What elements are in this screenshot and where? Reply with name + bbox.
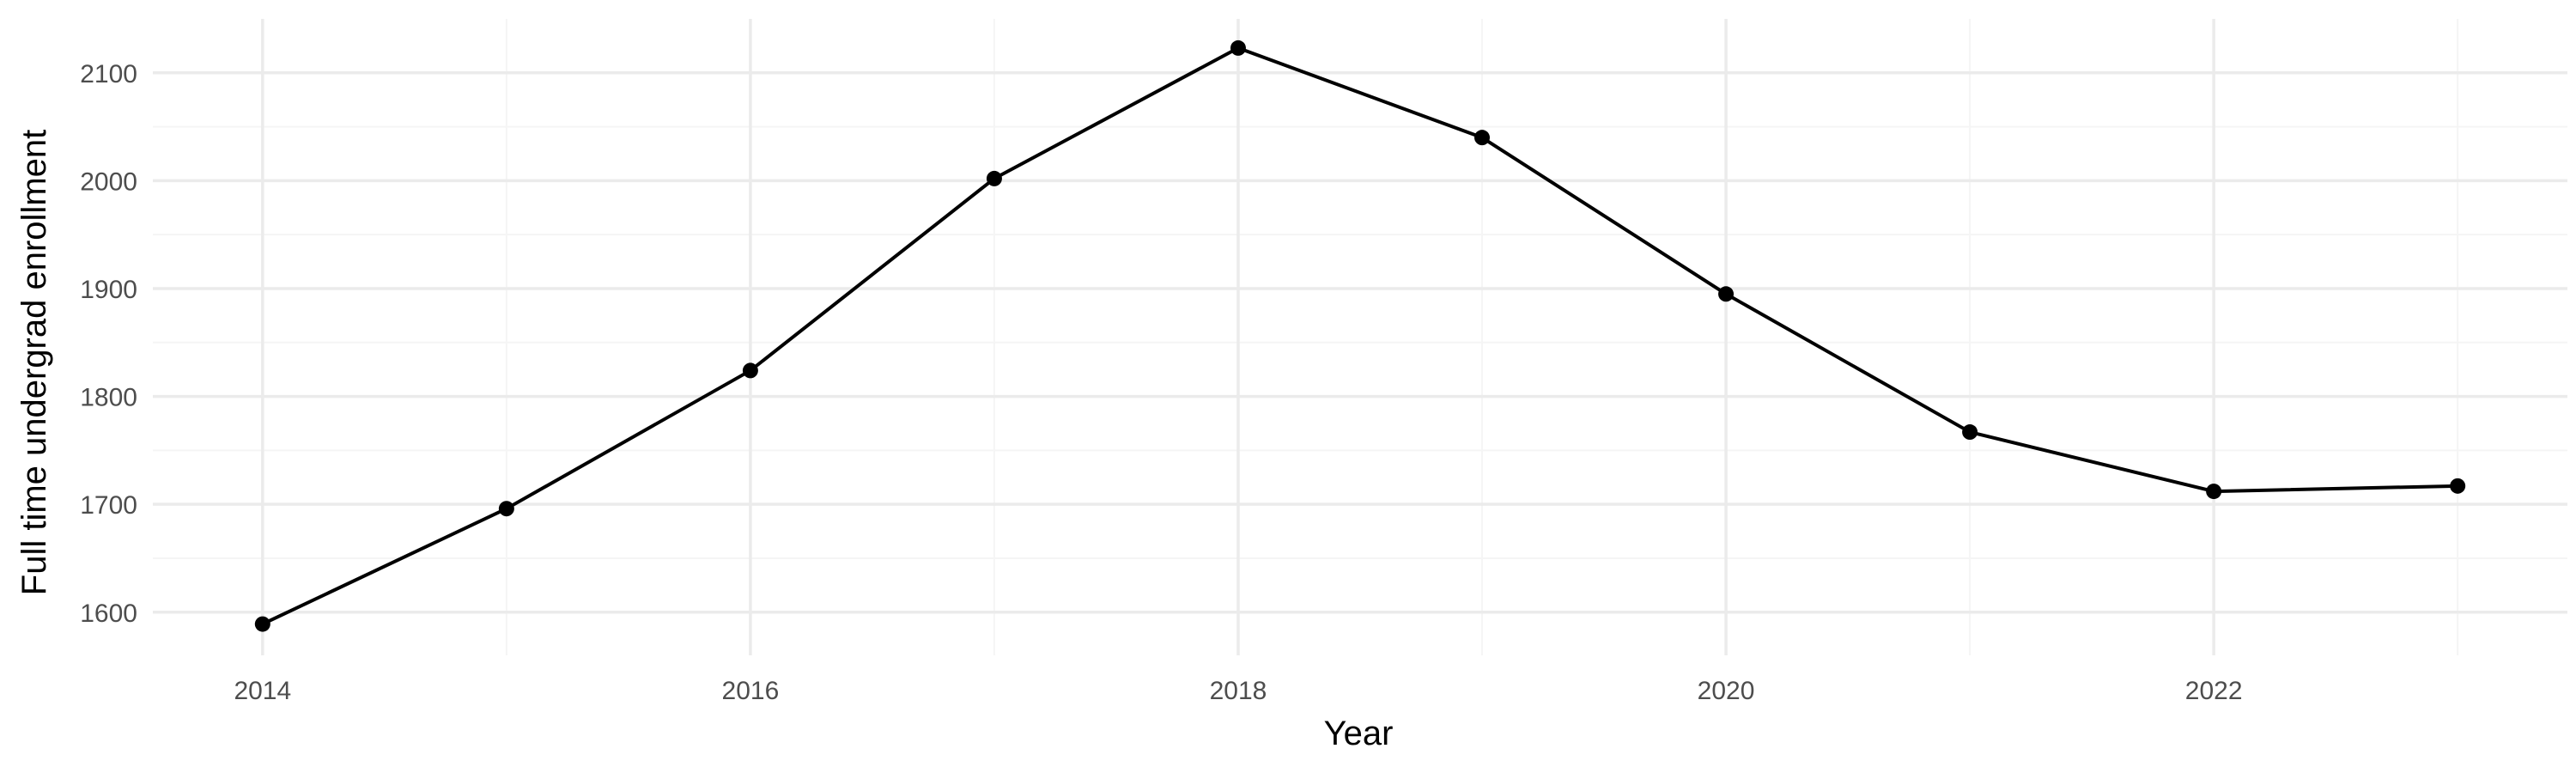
series-line bbox=[260, 46, 2460, 626]
x-axis-title: Year bbox=[1324, 715, 1394, 752]
x-tick-label: 2018 bbox=[1210, 677, 1267, 705]
major-gridlines bbox=[153, 19, 2567, 655]
data-point bbox=[254, 616, 270, 632]
y-tick-label: 2100 bbox=[80, 60, 137, 88]
y-axis-tick-labels: 1600 1700 1800 1900 2000 2100 bbox=[80, 60, 137, 628]
y-tick-label: 1900 bbox=[80, 276, 137, 304]
y-tick-label: 1700 bbox=[80, 491, 137, 520]
y-tick-label: 2000 bbox=[80, 167, 137, 196]
points-layer bbox=[254, 40, 2466, 632]
data-point bbox=[1718, 286, 1735, 302]
x-tick-label: 2014 bbox=[234, 677, 291, 705]
data-point bbox=[2206, 484, 2222, 500]
minor-gridlines bbox=[153, 19, 2567, 655]
data-point bbox=[1474, 130, 1491, 146]
data-point bbox=[986, 170, 1002, 186]
y-axis-title: Full time undergrad enrollment bbox=[15, 130, 53, 595]
data-point bbox=[742, 362, 758, 379]
data-point bbox=[498, 501, 514, 517]
data-point bbox=[2450, 478, 2466, 494]
y-tick-label: 1800 bbox=[80, 384, 137, 412]
data-point bbox=[1230, 40, 1246, 56]
x-tick-label: 2022 bbox=[2185, 677, 2243, 705]
x-axis-tick-labels: 2014 2016 2018 2020 2022 bbox=[234, 677, 2242, 705]
x-tick-label: 2016 bbox=[722, 677, 780, 705]
data-point bbox=[1962, 424, 1978, 441]
series-layer bbox=[260, 46, 2460, 626]
y-tick-label: 1600 bbox=[80, 600, 137, 628]
x-tick-label: 2020 bbox=[1698, 677, 1755, 705]
